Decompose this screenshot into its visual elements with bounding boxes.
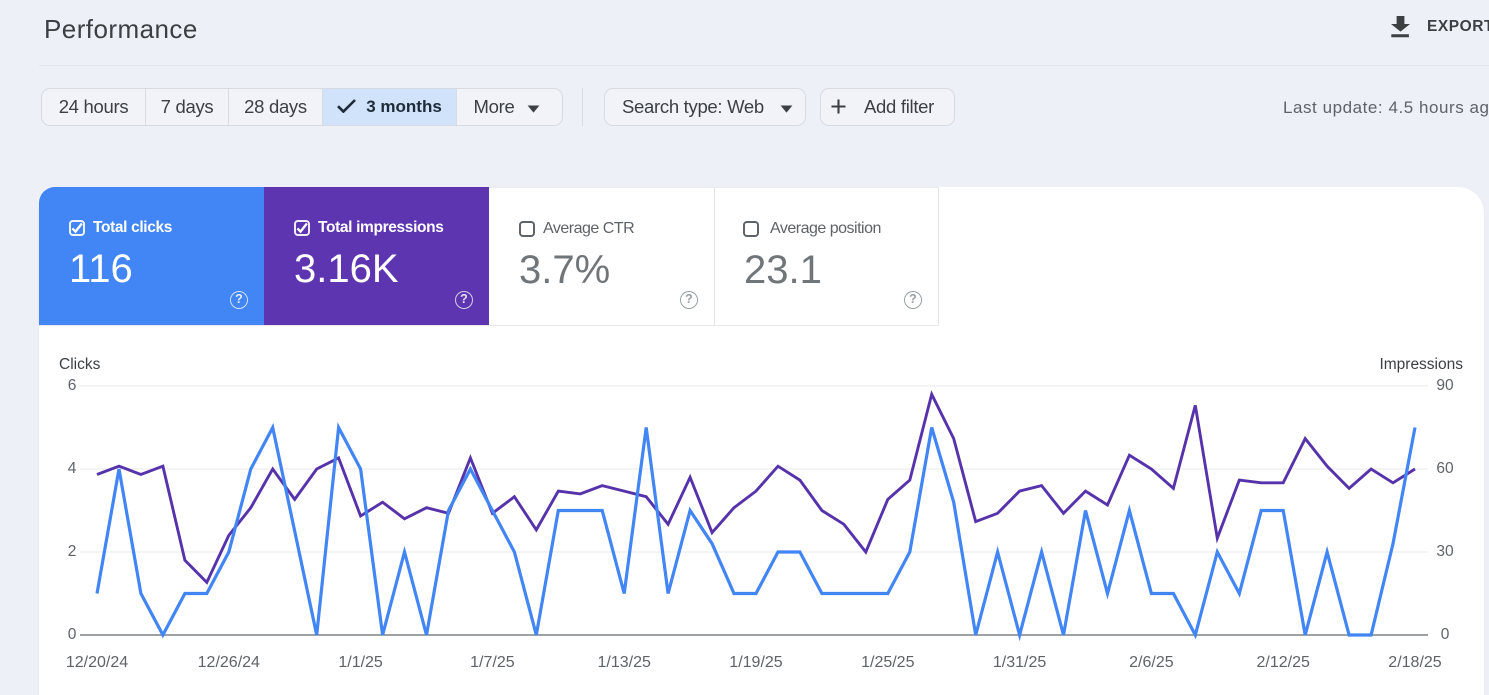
svg-text:1/31/25: 1/31/25 — [993, 654, 1046, 671]
svg-text:6: 6 — [68, 377, 77, 394]
svg-text:0: 0 — [68, 626, 77, 643]
svg-text:1/19/25: 1/19/25 — [729, 654, 782, 671]
svg-text:1/7/25: 1/7/25 — [470, 654, 515, 671]
svg-text:60: 60 — [1436, 460, 1454, 477]
svg-text:1/25/25: 1/25/25 — [861, 654, 914, 671]
svg-text:4: 4 — [68, 460, 77, 477]
svg-text:1/1/25: 1/1/25 — [338, 654, 383, 671]
svg-text:12/20/24: 12/20/24 — [66, 654, 128, 671]
svg-text:2: 2 — [68, 543, 77, 560]
svg-text:12/26/24: 12/26/24 — [198, 654, 260, 671]
svg-text:0: 0 — [1441, 626, 1450, 643]
svg-text:1/13/25: 1/13/25 — [598, 654, 651, 671]
svg-text:30: 30 — [1436, 543, 1454, 560]
svg-text:90: 90 — [1436, 377, 1454, 394]
svg-text:2/12/25: 2/12/25 — [1257, 654, 1310, 671]
svg-text:2/6/25: 2/6/25 — [1129, 654, 1174, 671]
svg-text:2/18/25: 2/18/25 — [1388, 654, 1441, 671]
